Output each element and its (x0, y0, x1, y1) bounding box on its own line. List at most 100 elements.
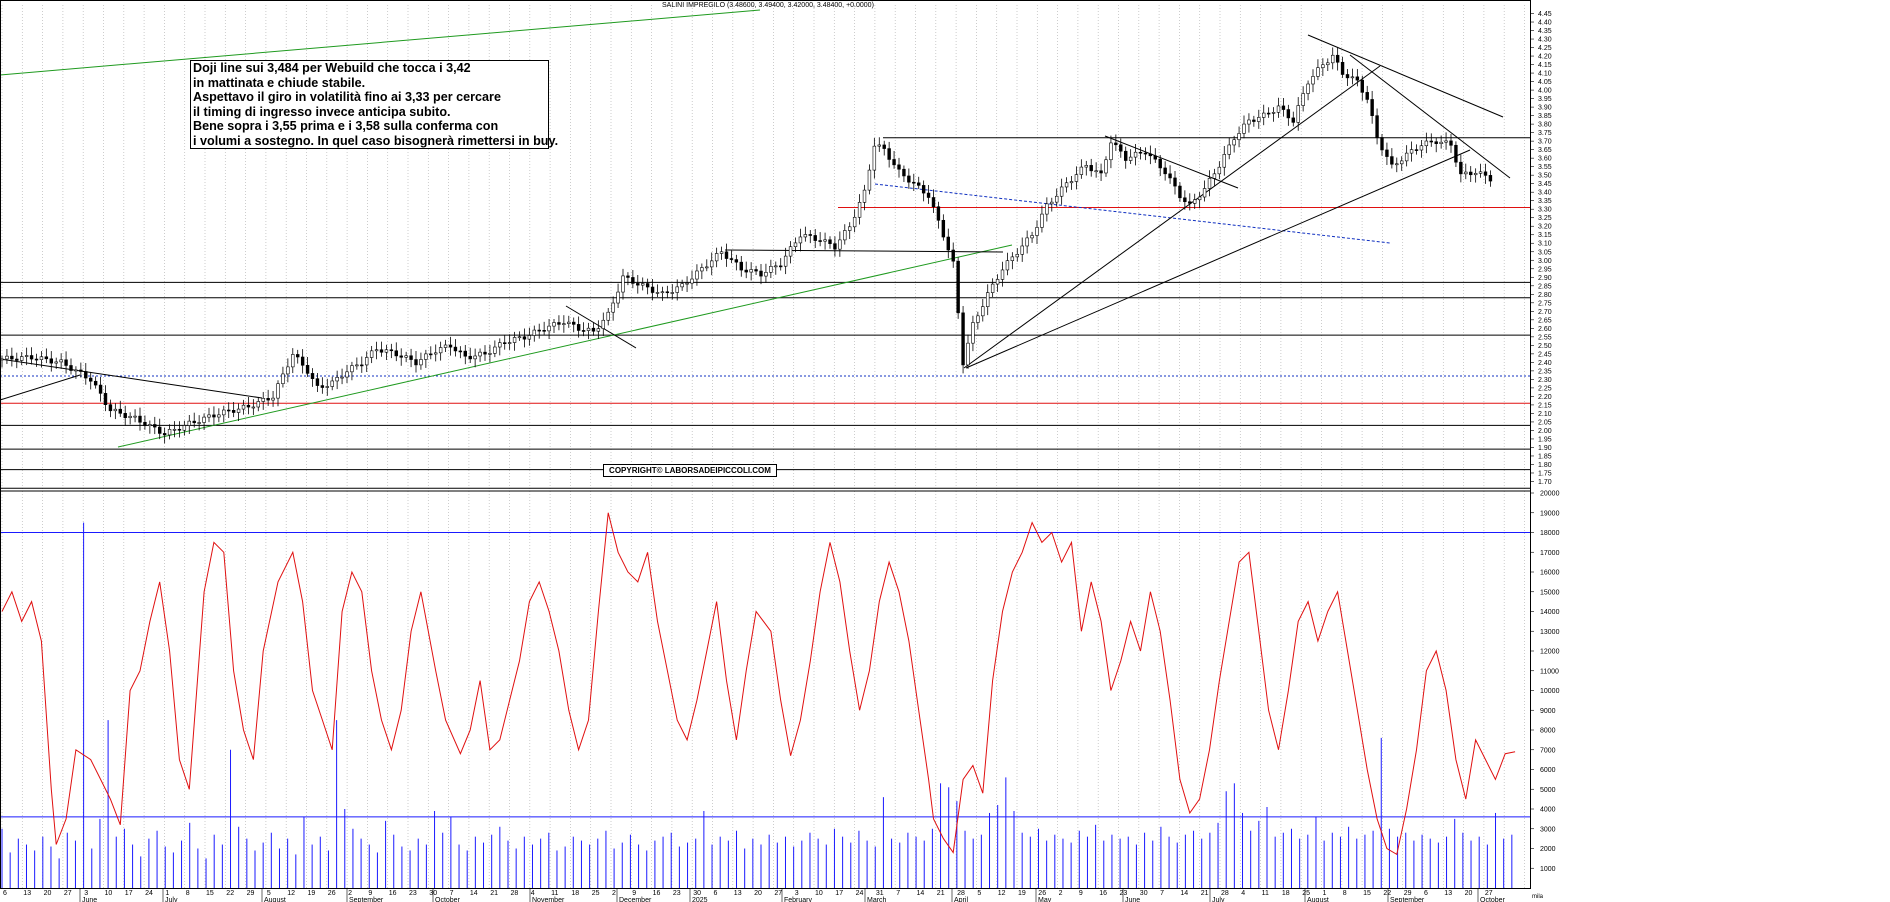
candle-body (153, 424, 157, 428)
price-tick-label: 1.80 (1538, 462, 1552, 469)
candle-body (921, 185, 926, 194)
date-tick-label: 8 (186, 890, 190, 897)
candle-body (517, 336, 522, 339)
candle-body (202, 416, 206, 423)
date-tick-label: 15 (1363, 890, 1371, 897)
candle-body (926, 192, 931, 198)
candle-body (5, 355, 9, 360)
date-tick-label: 21 (490, 890, 498, 897)
candle-body (143, 421, 147, 427)
date-tick-label: 9 (368, 890, 372, 897)
date-tick-label: 2 (612, 890, 616, 897)
candle-body (89, 377, 93, 382)
candle-body (1247, 119, 1251, 125)
candle-body (207, 414, 211, 418)
month-label: September (349, 897, 384, 902)
candle-body (1148, 153, 1153, 157)
candle-body (1197, 196, 1202, 201)
oscillator-series (1, 512, 1516, 856)
volume-bars (1, 522, 1513, 888)
candle-body (108, 404, 113, 412)
candle-body (1424, 140, 1429, 147)
candle-body (636, 283, 640, 286)
annotation-line: Aspettavo il giro in volatilità fino ai … (193, 90, 501, 104)
candle-body (719, 251, 724, 254)
date-tick-label: 19 (1018, 890, 1026, 897)
price-tick-label: 4.40 (1538, 20, 1552, 27)
candle-body (675, 286, 679, 293)
date-tick-label: 26 (328, 890, 336, 897)
trend-line (965, 149, 1471, 369)
month-label: 2025 (692, 897, 708, 902)
candle-body (296, 354, 300, 358)
price-tick-label: 3.45 (1538, 181, 1552, 188)
candle-body (197, 422, 201, 424)
candle-body (355, 364, 359, 367)
candle-body (128, 415, 132, 418)
price-tick-label: 2.25 (1538, 385, 1552, 392)
candle-body (1104, 159, 1108, 174)
candle-body (493, 346, 497, 354)
candle-body (783, 255, 788, 267)
trend-line (1349, 54, 1511, 179)
candle-body (1286, 109, 1291, 119)
candle-body (330, 380, 334, 387)
candle-body (976, 315, 980, 323)
candle-body (84, 371, 88, 379)
date-tick-label: 13 (734, 890, 742, 897)
candle-body (1178, 185, 1182, 199)
candle-body (650, 286, 655, 293)
price-tick-label: 3.95 (1538, 96, 1552, 103)
candle-body (961, 312, 965, 366)
candle-body (917, 182, 921, 186)
candle-body (54, 361, 58, 364)
candle-body (818, 240, 822, 242)
date-tick-label: 29 (1404, 890, 1412, 897)
candle-body (867, 169, 872, 191)
candle-body (148, 424, 152, 427)
osc-tick-label: 9000 (1540, 708, 1556, 715)
osc-tick-label: 3000 (1540, 826, 1556, 833)
candle-body (1390, 156, 1394, 165)
price-tick-label: 3.85 (1538, 113, 1552, 120)
candle-body (700, 267, 704, 272)
date-tick-label: 10 (815, 890, 823, 897)
candle-body (1365, 92, 1369, 100)
candle-body (1335, 54, 1340, 63)
candle-body (1069, 181, 1074, 184)
osc-tick-label: 4000 (1540, 807, 1556, 814)
date-tick-label: 16 (653, 890, 661, 897)
date-tick-label: 5 (977, 890, 981, 897)
candle-body (862, 189, 867, 203)
candle-body (227, 409, 231, 412)
candle-body (680, 283, 684, 288)
candle-body (641, 283, 645, 286)
price-tick-label: 4.10 (1538, 71, 1552, 78)
osc-tick-label: 17000 (1540, 550, 1560, 557)
candle-body (631, 277, 635, 284)
date-tick-label: 31 (876, 890, 884, 897)
candle-body (305, 364, 310, 374)
annotation-line: in mattinata e chiude stabile. (193, 75, 366, 90)
candle-body (803, 234, 808, 238)
price-tick-label: 2.60 (1538, 326, 1552, 333)
price-tick-label: 4.35 (1538, 28, 1552, 35)
date-tick-label: 9 (1079, 890, 1083, 897)
candle-body (345, 371, 349, 378)
candle-body (59, 359, 63, 363)
date-tick-label: 2 (1059, 890, 1063, 897)
date-tick-label: 1 (165, 890, 169, 897)
price-tick-label: 3.70 (1538, 139, 1552, 146)
candle-body (522, 336, 527, 340)
date-tick-label: 1 (1323, 890, 1327, 897)
osc-tick-label: 2000 (1540, 846, 1556, 853)
candle-body (1025, 237, 1029, 247)
price-tick-label: 3.90 (1538, 105, 1552, 112)
price-tick-label: 4.30 (1538, 37, 1552, 44)
candle-body (182, 425, 187, 431)
trend-line (963, 65, 1381, 369)
date-tick-label: 5 (267, 890, 271, 897)
candle-body (1109, 142, 1113, 161)
date-tick-label: 3 (795, 890, 799, 897)
date-tick-label: 6 (1424, 890, 1428, 897)
